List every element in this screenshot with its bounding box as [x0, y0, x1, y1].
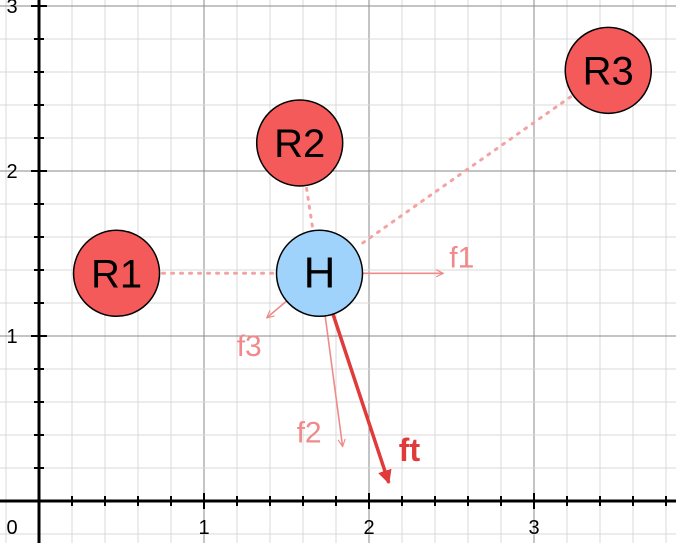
x-tick-label: 1 — [198, 517, 209, 539]
y-tick-label: 1 — [6, 326, 17, 348]
force-arrow-ft — [329, 306, 392, 485]
x-tick-label: 3 — [528, 517, 539, 539]
node-label: R2 — [274, 122, 325, 166]
link-r3-h — [355, 95, 573, 249]
node-label: H — [304, 248, 336, 297]
force-label-f2: f2 — [297, 417, 322, 450]
force-label-f3: f3 — [237, 330, 262, 363]
node-h: H — [275, 229, 364, 318]
node-circle — [255, 99, 344, 187]
nodes: R1 R2 R3 H — [72, 26, 652, 318]
origin-label: 0 — [6, 517, 17, 539]
node-r1: R1 — [72, 229, 161, 318]
links — [161, 95, 573, 275]
node-r2: R2 — [255, 99, 344, 187]
force-arrow-f2 — [324, 315, 342, 447]
node-label: R3 — [583, 49, 634, 93]
force-vectors: f1 f2 f3 ft — [237, 241, 474, 485]
node-r3: R3 — [564, 26, 652, 115]
force-label-ft: ft — [399, 432, 421, 468]
y-tick-label: 3 — [6, 0, 17, 18]
x-tick-label: 2 — [363, 517, 374, 539]
node-circle — [72, 229, 161, 318]
node-circle — [564, 26, 652, 115]
y-tick-label: 2 — [6, 161, 17, 183]
node-label: R1 — [91, 252, 142, 296]
link-r2-h — [305, 186, 315, 230]
node-circle — [275, 229, 364, 318]
force-arrow-f3 — [267, 300, 288, 318]
force-label-f1: f1 — [449, 241, 474, 274]
